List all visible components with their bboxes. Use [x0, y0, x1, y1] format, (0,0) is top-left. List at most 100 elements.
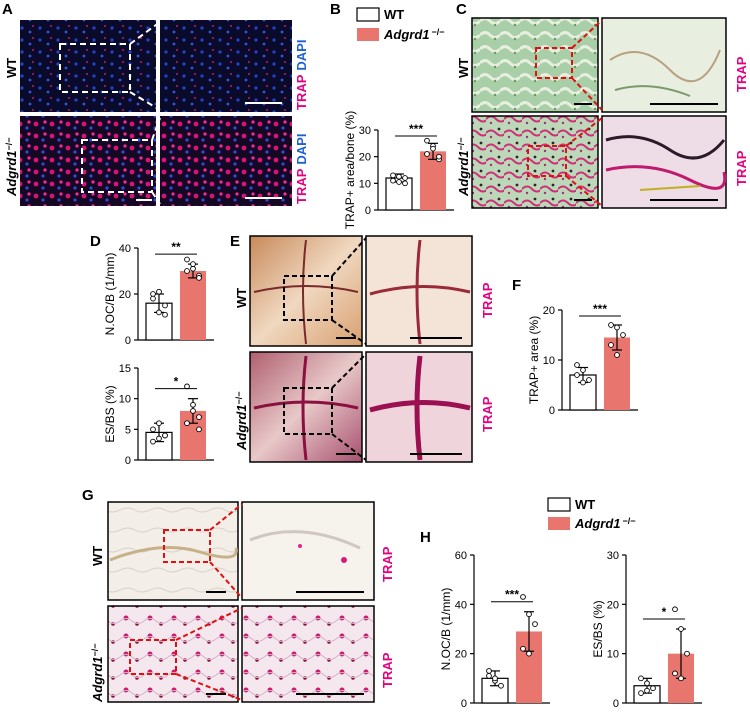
chart-b-tick-label: 30	[359, 125, 371, 137]
panel-a-wt-zoom-image	[160, 20, 292, 112]
chart-f-data-point	[608, 322, 614, 328]
chart-d1-data-point	[156, 309, 162, 316]
chart-d2-tick-label: 0	[125, 455, 131, 467]
chart-b-tick-label: 0	[365, 205, 371, 217]
panel-g-ko-overview-image	[107, 605, 239, 703]
chart-b-data-point	[430, 145, 436, 152]
chart-d2-data-point	[162, 432, 168, 439]
panel-e-ko-stain-label: TRAP	[480, 396, 495, 432]
chart-h2-tick-label: 20	[607, 599, 619, 611]
chart-d1-tick-label: 20	[119, 289, 131, 301]
panel-g-wt-roi-box	[163, 529, 211, 563]
panel-c-ko-zoom-image	[601, 115, 727, 209]
chart-d1-bar-ko	[180, 271, 206, 340]
panel-c-row-label-ko: Adgrd1−/−	[456, 137, 471, 197]
chart-h2-data-point	[644, 687, 650, 694]
chart-h2-data-point	[672, 670, 678, 677]
chart-h2-tick-label: 30	[607, 550, 619, 562]
chart-d2-ylabel: ES/BS (%)	[103, 385, 117, 442]
chart-f-tick-label: 20	[543, 305, 555, 317]
panel-a-ko-stain-label: TRAPDAPI	[294, 134, 309, 204]
chart-f-data-point	[614, 324, 620, 331]
chart-h2-sig-stars: *	[662, 605, 667, 619]
chart-f-tick-label: 10	[543, 355, 555, 367]
chart-d2-data-point	[184, 383, 190, 390]
panel-a-ko-roi-box	[81, 139, 153, 193]
panel-g-wt-stain-label: TRAP	[380, 546, 395, 582]
chart-b-bar-ko	[420, 151, 446, 210]
chart-d2-data-point	[150, 426, 156, 433]
chart-b-ylabel: TRAP+ area/bone (%)	[343, 111, 357, 229]
panel-a-wt-stain-label: TRAPDAPI	[294, 40, 309, 110]
panel-e-wt-stain-label: TRAP	[480, 282, 495, 318]
legend-swatch-wt	[356, 7, 380, 22]
panel-a-wt-roi-box	[59, 43, 131, 93]
chart-f-data-point	[586, 377, 592, 383]
legend-h-label-ko: Adgrd1 −/−	[574, 516, 636, 531]
chart-b-data-point	[396, 179, 402, 185]
chart-h1-data-point	[492, 675, 498, 682]
chart-h1-tick-label: 60	[455, 550, 467, 562]
chart-b-sig-stars: ***	[409, 122, 423, 136]
legend-h-label-wt: WT	[575, 497, 595, 512]
panel-e-wt-roi-box	[283, 275, 333, 321]
chart-d1-sig-stars: **	[171, 240, 181, 254]
chart-h2-tick-label: 10	[607, 649, 619, 661]
panel-label-g: G	[82, 487, 94, 504]
panel-label-e: E	[230, 233, 240, 250]
chart-b-data-point	[396, 173, 402, 180]
panel-g-wt-zoom-image	[241, 501, 375, 601]
chart-d2-data-point	[196, 426, 202, 433]
panel-label-b: B	[330, 1, 341, 18]
chart-h2-data-point	[678, 626, 684, 632]
panel-c-row-label-wt: WT	[456, 58, 471, 78]
chart-h1-data-point	[520, 594, 526, 600]
panel-e-row-label-wt: WT	[234, 288, 249, 308]
panel-a-row-label-ko: Adgrd1−/−	[4, 137, 19, 197]
panel-e-ko-overview-image	[249, 351, 363, 463]
chart-f-data-point	[574, 372, 580, 378]
chart-h2-data-point	[672, 606, 678, 613]
panel-label-f: F	[512, 277, 521, 294]
panel-g-row-label-ko: Adgrd1−/−	[90, 643, 105, 703]
panel-g-ko-zoom-image	[241, 605, 375, 703]
panel-label-d: D	[90, 233, 101, 250]
chart-h1-data-point	[532, 621, 538, 627]
panel-e-row-label-ko: Adgrd1−/−	[234, 391, 249, 451]
chart-d1-data-point	[150, 291, 156, 297]
panel-a-wt-overview-image	[20, 20, 156, 112]
chart-d1-ylabel: N.OC/B (1/mm)	[103, 253, 117, 336]
chart-h2-data-point	[650, 685, 656, 692]
chart-f-data-point	[580, 367, 586, 373]
chart-h2-data-point	[644, 680, 650, 687]
chart-h1-sig-stars: ***	[505, 588, 519, 602]
chart-d1-data-point	[196, 275, 202, 281]
chart-d2-sig-stars: *	[174, 375, 179, 389]
chart-d1-data-point	[162, 302, 168, 309]
chart-h1-data-point	[520, 645, 526, 652]
chart-d2-tick-label: 15	[119, 363, 131, 375]
chart-h1-tick-label: 40	[455, 599, 467, 611]
chart-d2-data-point	[156, 420, 162, 427]
chart-b-data-point	[402, 180, 408, 187]
panel-e-wt-overview-image	[249, 235, 363, 347]
legend-h-swatch-wt	[547, 497, 571, 512]
chart-h2-data-point	[638, 690, 644, 696]
panel-c-ko-roi-box	[527, 145, 567, 177]
chart-b-data-point	[390, 172, 396, 179]
chart-f-tick-label: 0	[549, 405, 555, 417]
chart-d1-data-point	[184, 256, 190, 263]
chart-d2-data-point	[150, 438, 156, 445]
legend-swatch-ko	[357, 28, 379, 41]
chart-b-data-point	[402, 175, 408, 181]
chart-d1-data-point	[190, 261, 196, 267]
chart-b-data-point	[436, 153, 442, 160]
chart-h1-data-point	[486, 668, 492, 674]
chart-f-ylabel: TRAP+ area (%)	[527, 316, 541, 404]
panel-label-c: C	[456, 1, 467, 18]
panel-label-a: A	[2, 1, 13, 18]
chart-h1-data-point	[486, 673, 492, 679]
